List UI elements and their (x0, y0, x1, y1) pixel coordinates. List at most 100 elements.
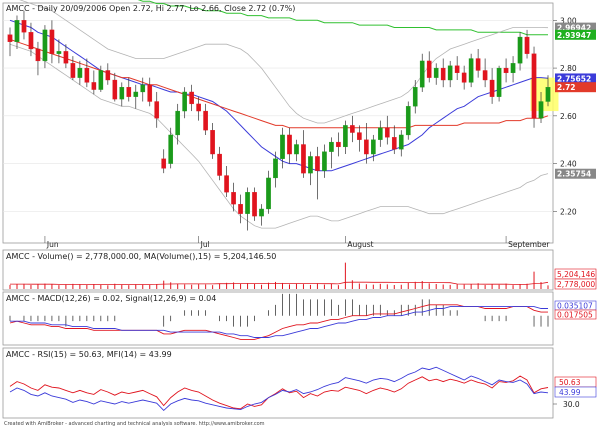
candle-body (287, 134, 292, 155)
candle-body (119, 87, 125, 100)
footer-credit: Created with AmiBroker - advanced charti… (4, 421, 265, 427)
macd-value-tag (554, 309, 597, 320)
macd-value-label: 0.035107 (557, 302, 593, 311)
candle-body (70, 63, 76, 78)
candle-body (182, 91, 187, 112)
candle-body (496, 67, 502, 97)
candle-body (357, 132, 362, 140)
price-value-tag (555, 82, 596, 93)
candle-body (140, 84, 146, 93)
candle-body (419, 60, 425, 88)
candle-body (391, 137, 397, 150)
price-panel-frame (2, 2, 554, 244)
candle-body (503, 67, 509, 74)
candle-body (336, 141, 341, 148)
candle-body (238, 204, 243, 214)
price-ytick-label: 2.20 (560, 207, 577, 216)
candle-body (196, 103, 201, 112)
candle-body (322, 151, 327, 171)
candle-body (454, 65, 460, 74)
rsi-series-line (9, 366, 549, 412)
price-series-line (137, 0, 548, 36)
candle-body (461, 72, 467, 83)
candle-body (482, 70, 488, 81)
candle-body (175, 110, 181, 136)
candle-body (350, 125, 355, 133)
candle-body (266, 177, 271, 210)
candle-body (308, 156, 313, 174)
candle-body (475, 58, 481, 71)
macd-series-line (10, 306, 548, 338)
candle-body (56, 51, 62, 54)
volume-ma-line (10, 281, 549, 285)
price-value-tag (555, 22, 596, 33)
price-xtick-label: August (347, 240, 373, 249)
candle-body (447, 65, 453, 81)
candle-body (489, 79, 495, 97)
candle-body (35, 48, 41, 62)
candle-body (329, 141, 334, 152)
candle-body (126, 87, 132, 97)
price-panel-title: AMCC - Daily 20/09/2006 Open 2.72, Hi 2.… (6, 4, 295, 13)
candle-body (7, 34, 13, 42)
macd-panel-title: AMCC - MACD(12,26) = 0.02, Signal(12,26,… (6, 294, 216, 303)
candle-body (105, 70, 111, 81)
candle-body (147, 84, 153, 102)
rsi-series-line (9, 375, 549, 410)
candle-body (259, 208, 264, 217)
candle-body (154, 101, 160, 119)
candle-body (98, 70, 104, 90)
candle-body (531, 53, 537, 119)
candle-body (252, 192, 257, 217)
candle-body (28, 32, 34, 50)
price-xtick-label: September (508, 240, 550, 249)
candle-body (112, 79, 118, 100)
candle-body (517, 36, 523, 64)
candle-body (412, 87, 418, 107)
macd-value-label: 0.017505 (557, 311, 593, 320)
candle-body (538, 101, 544, 119)
volume-value-label: 5,204,146 (557, 270, 595, 279)
candle-body (14, 20, 20, 42)
macd-series-line (9, 304, 548, 340)
price-series-line (9, 38, 549, 129)
price-ytick-label: 2.80 (560, 64, 577, 73)
candle-body (405, 106, 411, 136)
rsi-value-tag (554, 386, 597, 398)
candle-body (377, 127, 383, 140)
candle-body (133, 91, 139, 97)
price-panel: 2.20 2.40 2.60 2.80 3.00 Jun Jul August Septemb… (2, 0, 596, 249)
candle-body (161, 158, 167, 169)
candle-body (426, 60, 432, 78)
volume-panel-frame (2, 249, 554, 291)
candle-body (245, 192, 250, 214)
candle-body (210, 130, 215, 155)
candle-body (280, 134, 285, 159)
price-value-label: 2.35754 (557, 170, 591, 179)
price-value-tag (555, 73, 596, 84)
candle-body (343, 125, 348, 148)
candle-body (371, 139, 376, 155)
price-value-tag (555, 168, 596, 179)
candle-body (203, 110, 208, 131)
volume-value-tag (554, 278, 597, 290)
price-ytick-label: 3.00 (560, 16, 577, 25)
candle-body (545, 87, 551, 102)
candle-body (398, 134, 404, 150)
rsi-panel-title: AMCC - RSI(15) = 50.63, MFI(14) = 43.99 (6, 350, 172, 359)
candle-body (91, 82, 97, 90)
price-ytick-label: 2.40 (560, 160, 577, 169)
candle-body (301, 144, 306, 174)
price-value-label: 2.93947 (557, 31, 591, 40)
candle-body (294, 144, 299, 155)
rsi-value-label: 50.63 (559, 378, 581, 387)
price-series-line (9, 43, 549, 229)
candle-body (168, 134, 174, 164)
candle-body (273, 158, 278, 179)
rsi-ytick-label: 30.0 (563, 400, 580, 409)
price-value-label: 2.96942 (557, 24, 591, 33)
price-ytick-label: 2.60 (560, 112, 577, 121)
